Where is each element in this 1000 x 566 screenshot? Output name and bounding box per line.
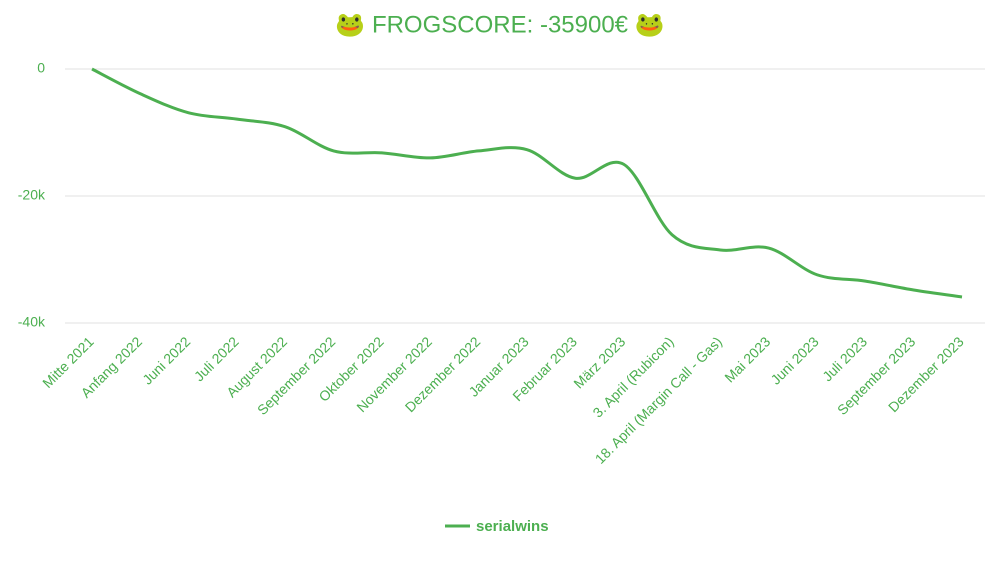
x-tick-label: 3. April (Rubicon) bbox=[589, 333, 676, 420]
y-tick-label: -20k bbox=[18, 187, 46, 203]
chart-title: 🐸 FROGSCORE: -35900€ 🐸 bbox=[335, 11, 664, 38]
legend-label: serialwins bbox=[476, 518, 549, 535]
series-line bbox=[91, 67, 963, 299]
y-tick-label: -40k bbox=[18, 314, 46, 330]
x-tick-label: Mai 2023 bbox=[721, 333, 773, 385]
x-tick-label: Juni 2022 bbox=[139, 333, 193, 387]
y-tick-label: 0 bbox=[37, 60, 45, 76]
x-tick-label: Juni 2023 bbox=[767, 333, 821, 387]
